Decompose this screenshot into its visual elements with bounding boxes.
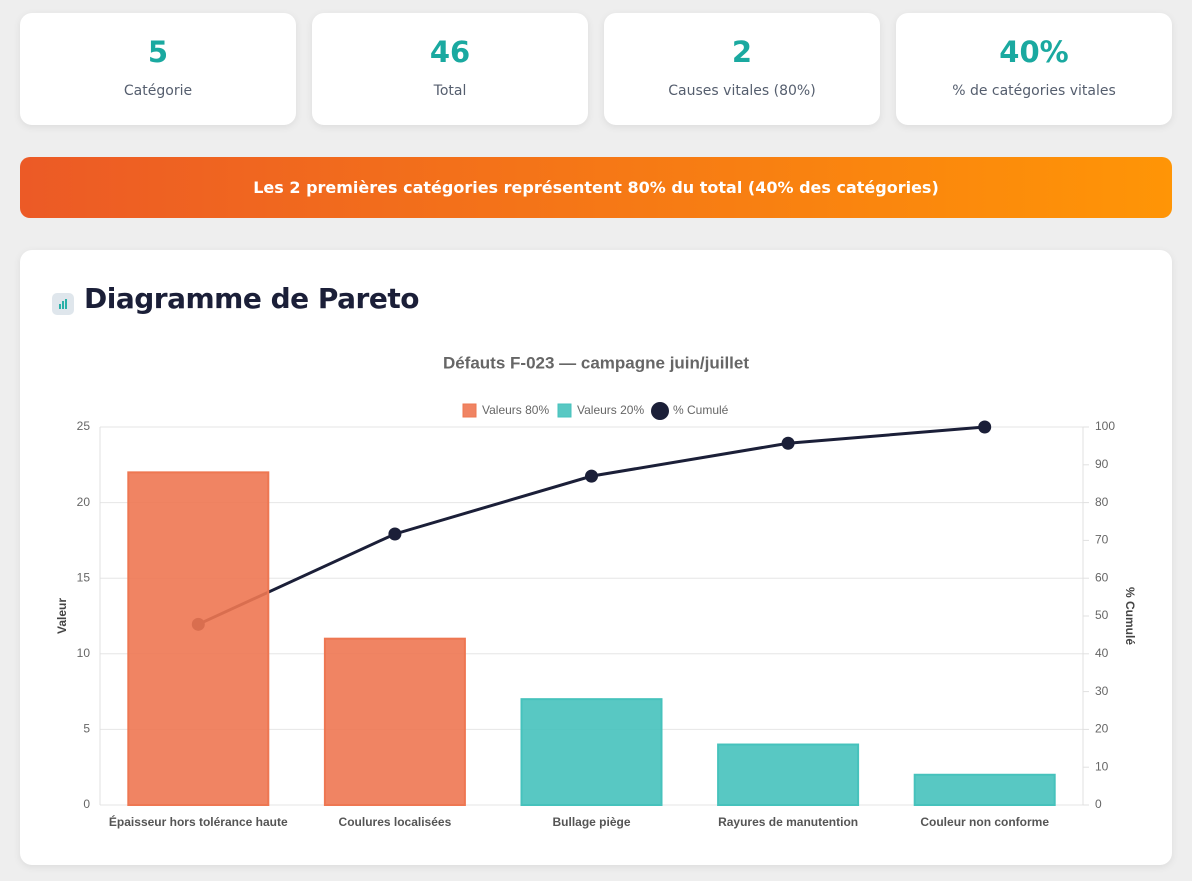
y2-axis-label: % Cumulé [1123, 587, 1137, 645]
icon-graphic [59, 299, 67, 309]
banner-text: représentent [498, 178, 628, 197]
bar [913, 773, 1056, 807]
bar [717, 743, 860, 807]
x-tick-label: Bullage piège [552, 815, 630, 829]
y-tick-label: 25 [77, 419, 91, 433]
stat-label: Causes vitales (80%) [668, 83, 816, 99]
banner-text: Les [253, 178, 290, 197]
y2-tick-label: 60 [1095, 570, 1109, 584]
legend-marker [651, 402, 669, 420]
panel-icon [52, 293, 74, 315]
stat-label: Total [433, 83, 467, 99]
y2-tick-label: 80 [1095, 495, 1109, 509]
y2-tick-label: 10 [1095, 759, 1109, 773]
y2-tick-label: 20 [1095, 722, 1109, 736]
cumulative-point [978, 420, 992, 434]
cumulative-point [585, 469, 598, 483]
x-tick-label: Rayures de manutention [718, 815, 858, 829]
stat-label: % de catégories vitales [952, 83, 1116, 99]
cumulative-point [388, 527, 402, 541]
y2-tick-label: 40 [1095, 646, 1109, 660]
stat-label: Catégorie [123, 83, 193, 99]
banner-emphasis: 2 premières catégories [289, 178, 499, 197]
y2-tick-label: 90 [1095, 457, 1109, 471]
y-tick-label: 0 [83, 797, 90, 811]
y2-tick-label: 50 [1095, 608, 1109, 622]
legend-label: % Cumulé [673, 403, 729, 417]
x-tick-label: Coulures localisées [339, 815, 452, 829]
bar [323, 637, 466, 806]
stat-value: 40% [999, 35, 1069, 69]
banner-emphasis: 80% [627, 178, 666, 197]
y2-tick-label: 30 [1095, 684, 1109, 698]
legend-marker [462, 403, 477, 418]
y-tick-label: 5 [83, 722, 90, 736]
bar [520, 698, 663, 806]
stat-value: 2 [731, 35, 753, 69]
y-tick-label: 10 [77, 646, 91, 660]
y2-tick-label: 70 [1095, 533, 1109, 547]
stat-card: 2 Causes vitales (80%) [604, 13, 880, 125]
stat-value: 46 [429, 35, 471, 69]
stat-card: 40% % de catégories vitales [896, 13, 1172, 125]
cumulative-line [197, 425, 985, 626]
y2-tick-label: 0 [1095, 797, 1102, 811]
stat-value: 5 [147, 35, 169, 69]
y2-tick-label: 100 [1095, 419, 1115, 433]
insight-banner: Les 2 premières catégories représentent … [20, 157, 1172, 218]
bar [127, 471, 270, 806]
x-tick-label: Couleur non conforme [920, 815, 1049, 829]
legend-marker [557, 403, 572, 418]
y-tick-label: 20 [77, 495, 91, 509]
y-axis-label: Valeur [55, 598, 69, 634]
chart-title: Défauts F-023 — campagne juin/juillet [443, 353, 749, 372]
legend-label: Valeurs 20% [577, 403, 644, 417]
x-tick-label: Épaisseur hors tolérance haute [109, 814, 288, 829]
panel-title: Diagramme de Pareto [84, 282, 419, 315]
y-tick-label: 15 [77, 570, 91, 584]
banner-text: du total (40% des catégories) [665, 178, 939, 197]
stat-card: 5 Catégorie [20, 13, 296, 125]
stat-card: 46 Total [312, 13, 588, 125]
cumulative-point [781, 436, 795, 450]
legend-label: Valeurs 80% [482, 403, 549, 417]
